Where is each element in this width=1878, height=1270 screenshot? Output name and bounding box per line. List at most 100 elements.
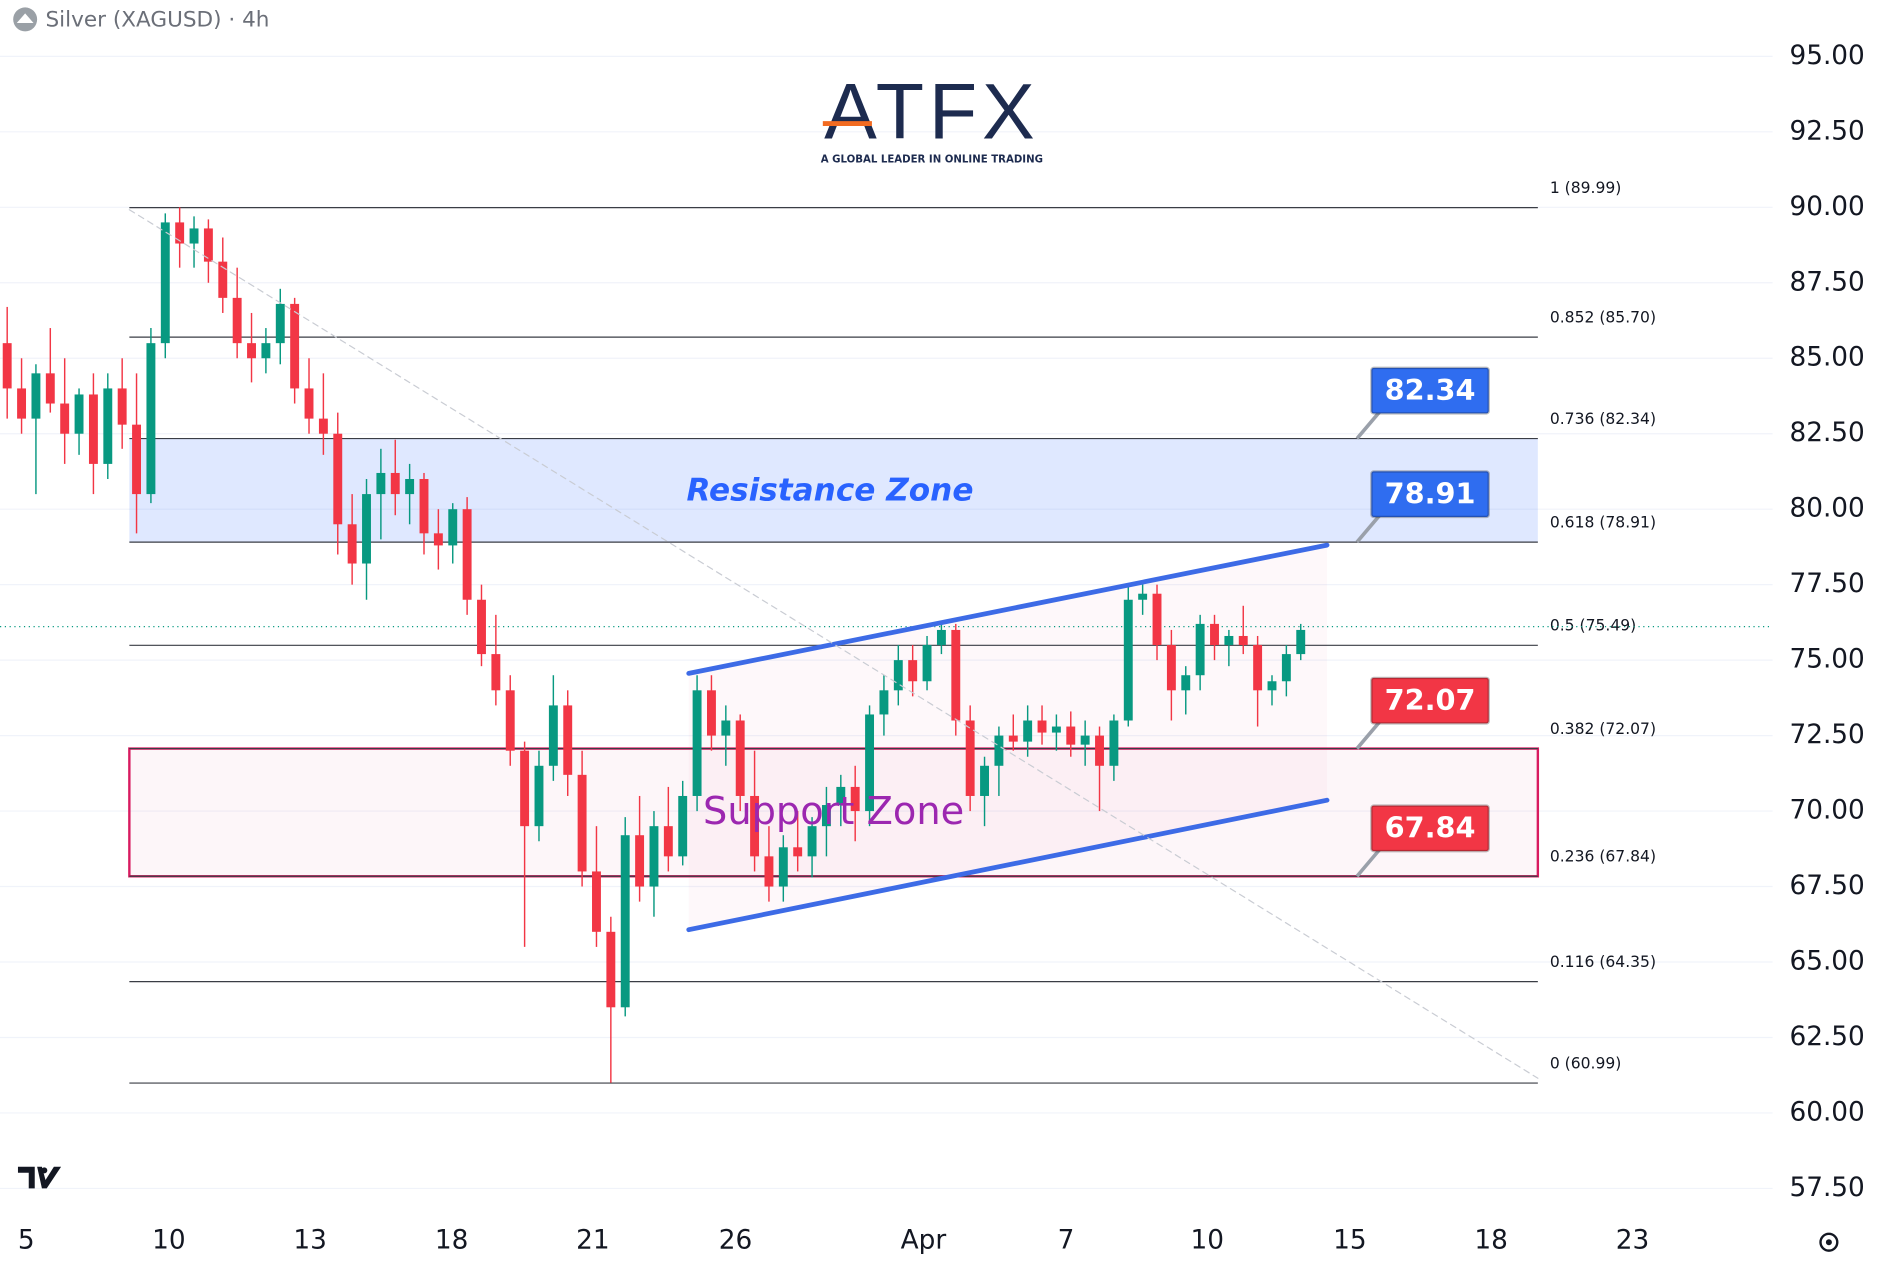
settings-icon-core[interactable] xyxy=(1825,1239,1832,1246)
candle-body xyxy=(1281,654,1291,682)
y-tick-label: 70.00 xyxy=(1789,796,1864,826)
candle-body xyxy=(74,394,84,434)
candle-body xyxy=(1008,735,1018,742)
candle-body xyxy=(980,765,989,796)
x-tick-label: 26 xyxy=(719,1226,753,1256)
candle-body xyxy=(893,660,903,691)
callout-box xyxy=(1370,366,1490,415)
candle-body xyxy=(1195,623,1205,676)
y-tick-label: 87.50 xyxy=(1789,267,1864,297)
x-tick-label: 13 xyxy=(293,1226,327,1256)
candle-body xyxy=(462,509,472,600)
callout-box xyxy=(1370,676,1490,725)
candle-body xyxy=(663,826,673,857)
candle-body xyxy=(778,847,788,887)
tv-logo xyxy=(17,1166,62,1189)
candle-body xyxy=(275,303,285,344)
x-tick-label: 5 xyxy=(18,1226,35,1256)
candle-body xyxy=(247,343,256,359)
fib-label: 0.852 (85.70) xyxy=(1550,308,1656,326)
candle-body xyxy=(534,765,544,827)
x-tick-label: 10 xyxy=(152,1226,186,1256)
candle-body xyxy=(477,599,486,655)
candle-body xyxy=(347,524,357,564)
candle-body xyxy=(2,343,12,389)
candle-body xyxy=(951,629,961,721)
callout-label: 78.91 xyxy=(1385,476,1476,510)
y-tick-label: 60.00 xyxy=(1789,1097,1864,1127)
candle-body xyxy=(1138,593,1148,600)
candle-body xyxy=(1210,623,1219,646)
candle-body xyxy=(505,690,515,751)
x-tick-label: 21 xyxy=(576,1226,610,1256)
candle-body xyxy=(879,690,889,715)
y-tick-label: 67.50 xyxy=(1789,871,1864,901)
fib-label: 0 (60.99) xyxy=(1550,1054,1622,1072)
callout-box xyxy=(1370,804,1490,853)
y-tick-label: 85.00 xyxy=(1789,343,1864,373)
candle-body xyxy=(160,222,170,344)
y-tick-label: 57.50 xyxy=(1789,1173,1864,1203)
callout-label: 82.34 xyxy=(1385,373,1476,407)
callout-label: 72.07 xyxy=(1385,683,1476,717)
callouts: Resistance Zone Support Zone 82.34 78.91 72.… xyxy=(687,366,1490,878)
channel-line xyxy=(686,797,1330,933)
candle-body xyxy=(606,931,616,1008)
x-tick-label: 23 xyxy=(1616,1226,1650,1256)
candles xyxy=(2,207,1306,1083)
dashed-trend-line xyxy=(128,209,1539,1079)
candle-body xyxy=(965,720,975,796)
candle-body xyxy=(908,660,918,682)
candle-body xyxy=(750,795,760,857)
callout-box xyxy=(1370,470,1490,519)
candle-body xyxy=(1051,726,1061,733)
fib-label: 0.236 (67.84) xyxy=(1550,848,1656,866)
candle-body xyxy=(1080,735,1090,745)
zone-label: Support Zone xyxy=(703,789,964,834)
settings-icon[interactable] xyxy=(1819,1232,1839,1252)
candle-body xyxy=(419,478,429,534)
x-tick-label: 18 xyxy=(435,1226,469,1256)
candle-body xyxy=(31,373,41,419)
candle-body xyxy=(1296,629,1306,655)
candle-body xyxy=(405,478,415,495)
axes: 95.00 92.50 90.00 87.50 85.00 82.50 80.00 77.50… xyxy=(18,41,1865,1256)
fib-label: 0.618 (78.91) xyxy=(1550,513,1656,531)
candle-body xyxy=(448,509,458,546)
candle-body xyxy=(807,826,817,857)
candle-body xyxy=(678,795,688,857)
candle-body xyxy=(994,735,1004,766)
candle-body xyxy=(218,261,228,298)
callout-label: 67.84 xyxy=(1385,811,1476,845)
candle-body xyxy=(548,705,558,766)
candle-body xyxy=(1037,720,1047,733)
zone-label: Resistance Zone xyxy=(687,472,974,508)
candle-body xyxy=(362,494,371,564)
y-tick-label: 75.00 xyxy=(1789,645,1864,675)
candle-body xyxy=(304,388,314,419)
candle-body xyxy=(203,228,213,262)
candle-body xyxy=(520,750,530,827)
candle-body xyxy=(764,856,774,887)
symbol-icon-glyph xyxy=(16,13,34,23)
candle-body xyxy=(1123,599,1133,721)
tv-logo-dot xyxy=(41,1167,48,1174)
candle-body xyxy=(189,228,199,244)
candle-body xyxy=(649,826,659,887)
fib-label: 0.382 (72.07) xyxy=(1550,720,1656,738)
candle-body xyxy=(290,303,300,389)
x-tick-label: 7 xyxy=(1058,1226,1075,1256)
candle-body xyxy=(577,774,587,872)
candle-body xyxy=(1224,635,1234,646)
candle-body xyxy=(491,654,501,691)
logo-brand: ATFX xyxy=(824,66,1039,155)
candle-body xyxy=(821,805,831,827)
chart-title: Silver (XAGUSD) · 4h xyxy=(46,8,270,33)
candle-body xyxy=(721,720,731,736)
x-tick-label: 15 xyxy=(1333,1226,1367,1256)
candle-body xyxy=(692,690,702,796)
x-tick-label: 18 xyxy=(1474,1226,1508,1256)
candle-body xyxy=(922,645,932,682)
y-tick-label: 72.50 xyxy=(1789,720,1864,750)
